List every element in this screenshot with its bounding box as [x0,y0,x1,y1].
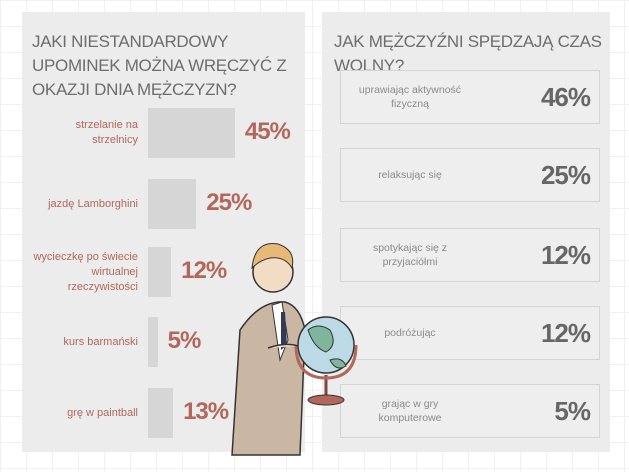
category-label: podróżując [384,327,436,339]
bar [148,317,158,367]
category-label: jazdę Lamborghini [48,197,138,210]
category-label: grę w paintball [67,406,138,419]
bar [148,108,235,158]
category-label: uprawiając aktywność fizyczną [358,84,462,110]
category-label: grając w gry komputerowe [378,398,442,424]
category-label: kurs barmański [63,335,138,348]
value-label: 25% [206,189,252,216]
value-label: 46% [540,82,591,112]
row-box [340,70,600,124]
row-box [340,384,600,438]
bar [148,247,172,297]
row-box [340,306,600,360]
value-label: 25% [540,160,591,190]
row-box [340,148,600,202]
value-label: 5% [554,396,591,426]
value-label: 13% [183,398,229,425]
value-label: 5% [167,327,202,354]
value-label: 12% [181,257,227,284]
value-label: 45% [244,118,291,145]
row-box [340,228,600,282]
category-label: relaksując się [378,169,442,181]
value-label: 12% [540,240,591,270]
bar [148,388,174,438]
category-label: spotykając się z przyjaciółmi [372,242,448,268]
category-label: wycieczkę po świecie wirtualnej rzeczywi… [33,250,138,293]
category-label: strzelanie na strzelnicy [75,119,138,146]
value-label: 12% [540,318,591,348]
bar [148,179,197,229]
left-title: Jaki niestandardowy upominek można wręcz… [32,32,287,99]
